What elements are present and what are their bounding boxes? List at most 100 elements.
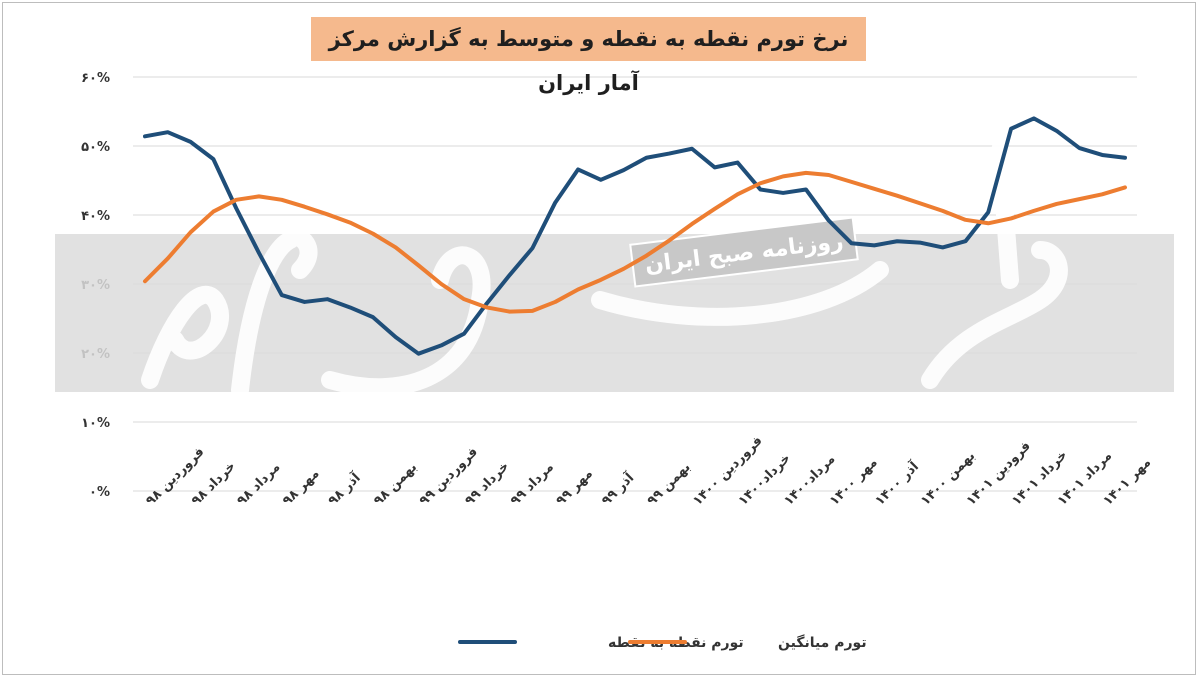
series-0-point [713, 165, 717, 169]
series-1-point [690, 222, 694, 226]
legend-label-1: تورم میانگین [778, 634, 867, 651]
series-0-point [758, 187, 762, 192]
series-0-point [1077, 146, 1082, 150]
series-1-point [530, 309, 535, 313]
series-1-point [576, 287, 580, 292]
series-1-point [143, 279, 147, 283]
series-0-point [530, 246, 535, 250]
series-1-point [827, 173, 831, 177]
x-tick-label: مهر ۹۹ [553, 466, 596, 509]
series-1-point [1055, 202, 1059, 206]
series-1-point [348, 220, 352, 225]
y-tick-label: ۰% [89, 485, 110, 500]
series-0-point [485, 301, 489, 305]
series-1-point [622, 267, 626, 271]
x-tick-label: خرداد ۹۸ [189, 459, 239, 509]
series-1-point [1100, 192, 1104, 196]
series-1-point [416, 263, 421, 267]
series-0-point [827, 218, 831, 223]
series-1-point [1032, 209, 1036, 213]
series-1-point [394, 245, 398, 250]
series-1-point [781, 174, 785, 178]
series-0-point [1100, 153, 1104, 157]
series-0-point [804, 187, 808, 192]
series-0-point [735, 160, 740, 165]
series-1-point [553, 300, 557, 304]
series-1-point [1077, 197, 1082, 201]
series-1-point [485, 305, 489, 310]
series-0-point [188, 140, 193, 144]
series-1-point [1009, 216, 1013, 221]
series-1-point [963, 218, 968, 222]
series-1-point [918, 201, 922, 205]
series-0-point [166, 130, 170, 134]
series-1-point [371, 232, 375, 236]
series-1-point [849, 180, 854, 184]
series-0-point [462, 332, 466, 336]
series-line-1 [143, 170, 1127, 314]
series-0-point [895, 239, 899, 243]
series-1-point [462, 297, 466, 301]
series-0-point [941, 245, 945, 250]
series-0-point [439, 343, 443, 348]
series-0-point [918, 241, 922, 245]
series-1-point [302, 205, 307, 209]
series-1-point [257, 194, 261, 198]
series-1-point [804, 171, 808, 175]
series-0-point [257, 251, 261, 255]
series-1-point [667, 238, 671, 243]
series-1-point [758, 181, 762, 185]
series-0-point [348, 305, 352, 310]
series-0-point [143, 134, 147, 138]
series-1-point [211, 209, 215, 214]
y-tick-label: ۶۰% [81, 71, 110, 86]
series-0-point [1055, 129, 1059, 133]
x-tick-label: مهر ۹۸ [280, 466, 323, 509]
series-1-point [234, 198, 238, 202]
series-0-point [644, 156, 648, 160]
series-1-point [895, 194, 899, 198]
series-0-point [963, 239, 968, 243]
series-0-point [416, 352, 421, 356]
series-1-point [941, 209, 945, 213]
series-0-point [280, 293, 284, 297]
series-1-point [986, 221, 990, 225]
series-0-point [690, 147, 694, 151]
series-0-point [302, 300, 307, 304]
chart-title: نرخ تورم نقطه به نقطه و متوسط به گزارش م… [311, 17, 866, 95]
series-0-point [849, 241, 854, 245]
x-tick-label: بهمن ۹۸ [371, 460, 420, 509]
x-tick-label: آذر ۹۸ [324, 469, 364, 509]
series-1-point [188, 230, 193, 234]
x-tick-label: خرداد ۹۹ [462, 459, 512, 509]
series-0-point [508, 273, 512, 277]
series-1-point [508, 310, 512, 314]
series-0-point [1032, 116, 1036, 120]
series-1-point [599, 278, 603, 282]
x-tick-label: آذر ۹۹ [598, 469, 638, 509]
series-1-point [713, 207, 717, 211]
series-1-point [439, 282, 443, 286]
series-0-point [1009, 127, 1013, 131]
series-1-point [735, 192, 740, 196]
series-0-point [576, 167, 580, 172]
series-0-point [371, 315, 375, 319]
series-0-point [325, 297, 329, 301]
series-0-point [1123, 156, 1127, 160]
series-0-point [622, 168, 626, 172]
series-1-point [644, 254, 648, 258]
series-0-point [667, 151, 671, 156]
series-line-0 [143, 116, 1127, 356]
series-0-point [211, 157, 215, 161]
series-1-point [872, 187, 876, 191]
series-0-point [394, 335, 398, 339]
series-1-point [166, 256, 170, 261]
series-0-point [986, 210, 990, 214]
series-0-point [599, 178, 603, 182]
watermark-logo-icon [141, 141, 1068, 399]
series-0-point [234, 206, 238, 210]
